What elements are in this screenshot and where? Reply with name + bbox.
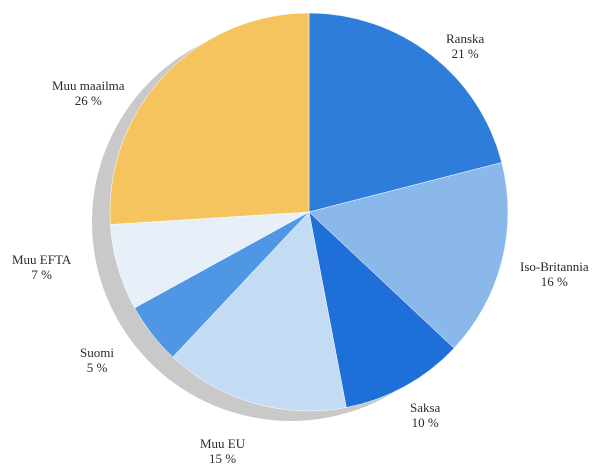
label-suomi: Suomi 5 % xyxy=(80,345,114,375)
pie-slice-muu-maailma xyxy=(109,12,310,225)
label-iso-britannia-value: 16 % xyxy=(540,274,568,289)
label-iso-britannia: Iso-Britannia 16 % xyxy=(520,259,589,289)
label-ranska: Ranska 21 % xyxy=(446,31,484,61)
label-muu-efta-value: 7 % xyxy=(31,267,52,282)
pie-slice-muu-eu xyxy=(172,211,347,412)
label-saksa-name: Saksa xyxy=(410,400,441,415)
label-ranska-value: 21 % xyxy=(451,46,479,61)
label-ranska-name: Ranska xyxy=(446,31,485,46)
label-muu-efta-name: Muu EFTA xyxy=(12,252,72,267)
label-muu-eu-value: 15 % xyxy=(209,451,237,466)
label-iso-britannia-name: Iso-Britannia xyxy=(520,259,589,274)
label-suomi-value: 5 % xyxy=(86,360,108,375)
label-muu-maailma: Muu maailma 26 % xyxy=(52,78,125,108)
label-saksa-value: 10 % xyxy=(411,415,439,430)
label-muu-maailma-value: 26 % xyxy=(74,93,102,108)
pie-slice-saksa xyxy=(308,211,455,408)
label-muu-efta: Muu EFTA 7 % xyxy=(12,252,71,282)
label-muu-maailma-name: Muu maailma xyxy=(52,78,125,93)
label-suomi-name: Suomi xyxy=(80,345,114,360)
label-muu-eu: Muu EU 15 % xyxy=(200,436,245,466)
pie-slice-ranska xyxy=(308,12,503,213)
label-saksa: Saksa 10 % xyxy=(410,400,440,430)
pie-slice-iso-britannia xyxy=(308,162,509,349)
label-muu-eu-name: Muu EU xyxy=(200,436,246,451)
